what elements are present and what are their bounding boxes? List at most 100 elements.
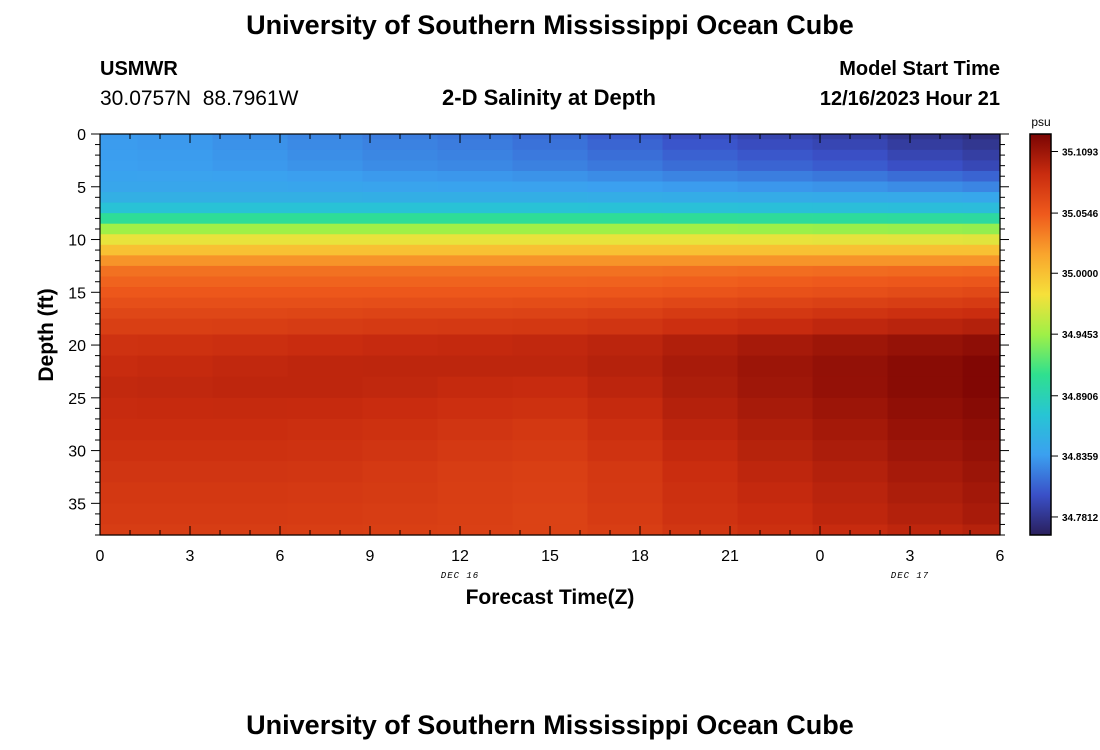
heatmap-cell — [287, 503, 364, 526]
heatmap-cell — [437, 181, 514, 193]
heatmap-cell — [512, 160, 589, 172]
heatmap-cell — [287, 524, 364, 536]
heatmap-cell — [662, 139, 739, 151]
heatmap-cell — [887, 276, 964, 288]
heatmap-cell — [287, 213, 364, 225]
heatmap-cell — [212, 160, 289, 172]
heatmap-cell — [212, 192, 289, 204]
heatmap-cell — [212, 170, 289, 183]
heatmap-cell — [587, 139, 664, 151]
heatmap-cell — [137, 287, 214, 299]
heatmap-cell — [287, 355, 364, 378]
heatmap-cell — [362, 234, 439, 246]
heatmap-cell — [212, 355, 289, 378]
heatmap-cell — [662, 202, 739, 214]
station-id: USMWR — [100, 58, 178, 80]
x-tick-label: 6 — [996, 548, 1005, 565]
heatmap-cell — [362, 244, 439, 256]
heatmap-cell — [962, 170, 1001, 183]
heatmap-cell — [737, 461, 814, 483]
y-tick-label: 25 — [68, 391, 86, 408]
heatmap-cell — [437, 139, 514, 151]
heatmap-cell — [287, 297, 364, 309]
heatmap-cell — [587, 234, 664, 246]
colorbar-tick-label: 34.7812 — [1062, 513, 1099, 524]
heatmap-cell — [100, 149, 139, 161]
heatmap-cell — [287, 244, 364, 256]
heatmap-cell — [100, 244, 139, 256]
heatmap-cell — [737, 192, 814, 204]
heatmap-cell — [362, 170, 439, 183]
colorbar-tick-label: 35.0546 — [1062, 209, 1099, 220]
heatmap-cell — [212, 223, 289, 235]
heatmap-cell — [887, 418, 964, 441]
x-tick-label: 3 — [906, 548, 915, 565]
heatmap-cell — [137, 376, 214, 399]
heatmap-cell — [287, 234, 364, 246]
heatmap-cell — [100, 397, 139, 420]
y-tick-label: 5 — [77, 180, 86, 197]
heatmap-cell — [662, 376, 739, 399]
heatmap-cell — [662, 503, 739, 526]
heatmap-cell — [137, 213, 214, 225]
heatmap-cell — [587, 213, 664, 225]
heatmap-cell — [287, 318, 364, 336]
heatmap-cell — [437, 397, 514, 420]
heatmap-cell — [512, 255, 589, 267]
x-tick-label: 15 — [541, 548, 559, 565]
heatmap-cell — [887, 234, 964, 246]
heatmap-cell — [962, 287, 1001, 299]
heatmap-cell — [812, 139, 889, 151]
heatmap-cell — [100, 192, 139, 204]
chart-subtitle: 2-D Salinity at Depth — [442, 85, 656, 110]
heatmap-cell — [962, 397, 1001, 420]
heatmap-cell — [587, 308, 664, 320]
heatmap-cell — [662, 318, 739, 336]
heatmap-cell — [100, 234, 139, 246]
heatmap-cell — [212, 461, 289, 483]
heatmap-cell — [812, 244, 889, 256]
heatmap-cell — [362, 418, 439, 441]
heatmap-cell — [962, 524, 1001, 536]
heatmap-cell — [100, 202, 139, 214]
heatmap-cell — [287, 308, 364, 320]
heatmap-cell — [437, 376, 514, 399]
heatmap-cell — [512, 355, 589, 378]
colorbar-ticks: 35.1093 35.0546 35.0000 34.9453 34.8906 34.83… — [1051, 147, 1099, 524]
heatmap-cell — [437, 334, 514, 357]
heatmap-cell — [137, 297, 214, 309]
heatmap-cell — [512, 334, 589, 357]
heatmap-cell — [100, 461, 139, 483]
heatmap-cell — [362, 482, 439, 504]
heatmap-cell — [362, 376, 439, 399]
heatmap-cell — [287, 139, 364, 151]
heatmap-cell — [887, 202, 964, 214]
heatmap-cell — [587, 297, 664, 309]
heatmap-cell — [962, 418, 1001, 441]
heatmap-cell — [887, 440, 964, 462]
x-tick-label: 9 — [366, 548, 375, 565]
heatmap-cell — [512, 244, 589, 256]
heatmap-cell — [100, 170, 139, 183]
heatmap-cell — [137, 276, 214, 288]
heatmap-cell — [212, 418, 289, 441]
heatmap-cell — [212, 276, 289, 288]
colorbar-tick-label: 35.0000 — [1062, 269, 1099, 280]
heatmap-cell — [662, 397, 739, 420]
heatmap-cell — [437, 503, 514, 526]
heatmap-cell — [662, 418, 739, 441]
heatmap-cell — [962, 318, 1001, 336]
y-tick-label: 15 — [68, 285, 86, 302]
heatmap-cell — [812, 440, 889, 462]
heatmap-cell — [212, 308, 289, 320]
heatmap-cell — [437, 234, 514, 246]
heatmap-cell — [362, 440, 439, 462]
heatmap-cell — [287, 170, 364, 183]
heatmap-cell — [887, 149, 964, 161]
heatmap-cell — [737, 134, 814, 140]
y-tick-label: 35 — [68, 496, 86, 513]
heatmap-cell — [737, 355, 814, 378]
heatmap-cell — [962, 234, 1001, 246]
heatmap-cell — [362, 503, 439, 526]
heatmap-cell — [512, 482, 589, 504]
